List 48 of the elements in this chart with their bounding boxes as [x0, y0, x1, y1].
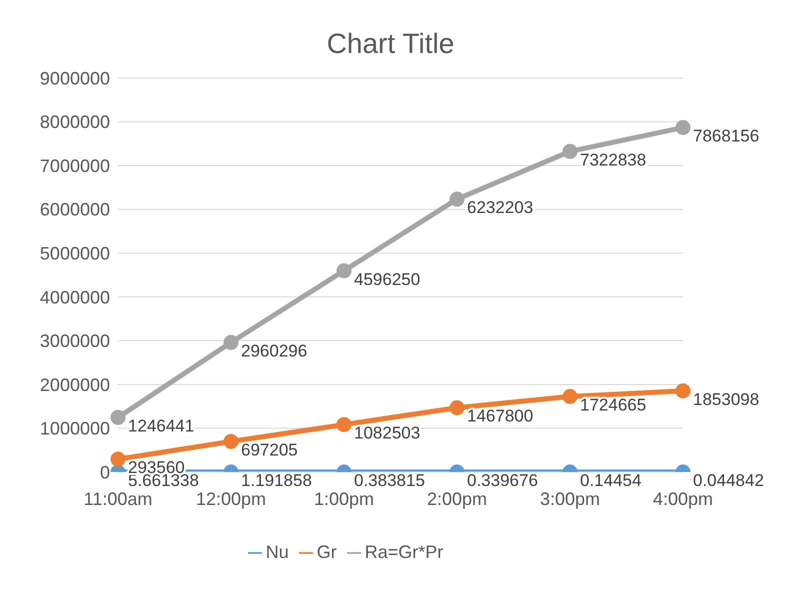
- point: [224, 334, 238, 350]
- point: [450, 192, 464, 207]
- point: [336, 417, 352, 432]
- x-tick-label: 3:00pm: [540, 488, 600, 509]
- chart-title: Chart Title: [326, 28, 456, 61]
- y-tick-label: 2000000: [40, 374, 110, 395]
- data-label: 2960296: [241, 341, 308, 360]
- data-label: 7322838: [580, 150, 646, 170]
- legend-label: Gr: [316, 542, 337, 562]
- data-label: 0.044842: [693, 471, 764, 490]
- y-tick-label: 8000000: [40, 112, 110, 132]
- data-label: 1.191858: [241, 471, 312, 490]
- point: [562, 389, 578, 404]
- data-label: 1467800: [467, 406, 534, 426]
- data-label: 0.339676: [467, 471, 538, 490]
- point: [336, 263, 352, 278]
- y-tick-label: 4000000: [40, 287, 110, 308]
- y-tick-label: 1000000: [40, 418, 110, 439]
- data-label: 1853098: [693, 390, 760, 409]
- data-label: 4596250: [354, 270, 420, 289]
- y-tick-label: 3000000: [40, 331, 110, 352]
- point: [450, 400, 464, 416]
- data-label: 0.14454: [580, 471, 642, 490]
- y-tick-label: 6000000: [40, 200, 110, 220]
- data-label: 6232203: [467, 198, 534, 218]
- x-tick-label: 4:00pm: [652, 488, 714, 509]
- point: [676, 383, 690, 398]
- data-label: 1082503: [354, 424, 420, 443]
- y-tick-label: 7000000: [40, 156, 110, 176]
- data-label: 697205: [241, 440, 298, 460]
- point: [676, 120, 690, 136]
- x-tick-label: 12:00pm: [196, 488, 266, 509]
- point: [110, 452, 126, 467]
- x-tick-label: 1:00pm: [314, 488, 374, 509]
- point: [110, 410, 126, 425]
- y-tick-label: 0: [100, 462, 110, 482]
- data-label: 1246441: [128, 416, 194, 436]
- x-tick-label: 2:00pm: [426, 488, 488, 509]
- x-tick-label: 11:00am: [84, 488, 152, 509]
- legend-label: Ra=Gr*Pr: [364, 542, 444, 562]
- data-label: 7868156: [693, 126, 760, 146]
- y-tick-label: 9000000: [40, 68, 110, 88]
- data-label: 1724665: [580, 396, 646, 414]
- legend-label: Nu: [266, 542, 289, 562]
- point: [224, 434, 238, 449]
- y-tick-label: 5000000: [40, 244, 110, 264]
- point: [562, 144, 578, 159]
- data-label: 0.383815: [354, 471, 425, 490]
